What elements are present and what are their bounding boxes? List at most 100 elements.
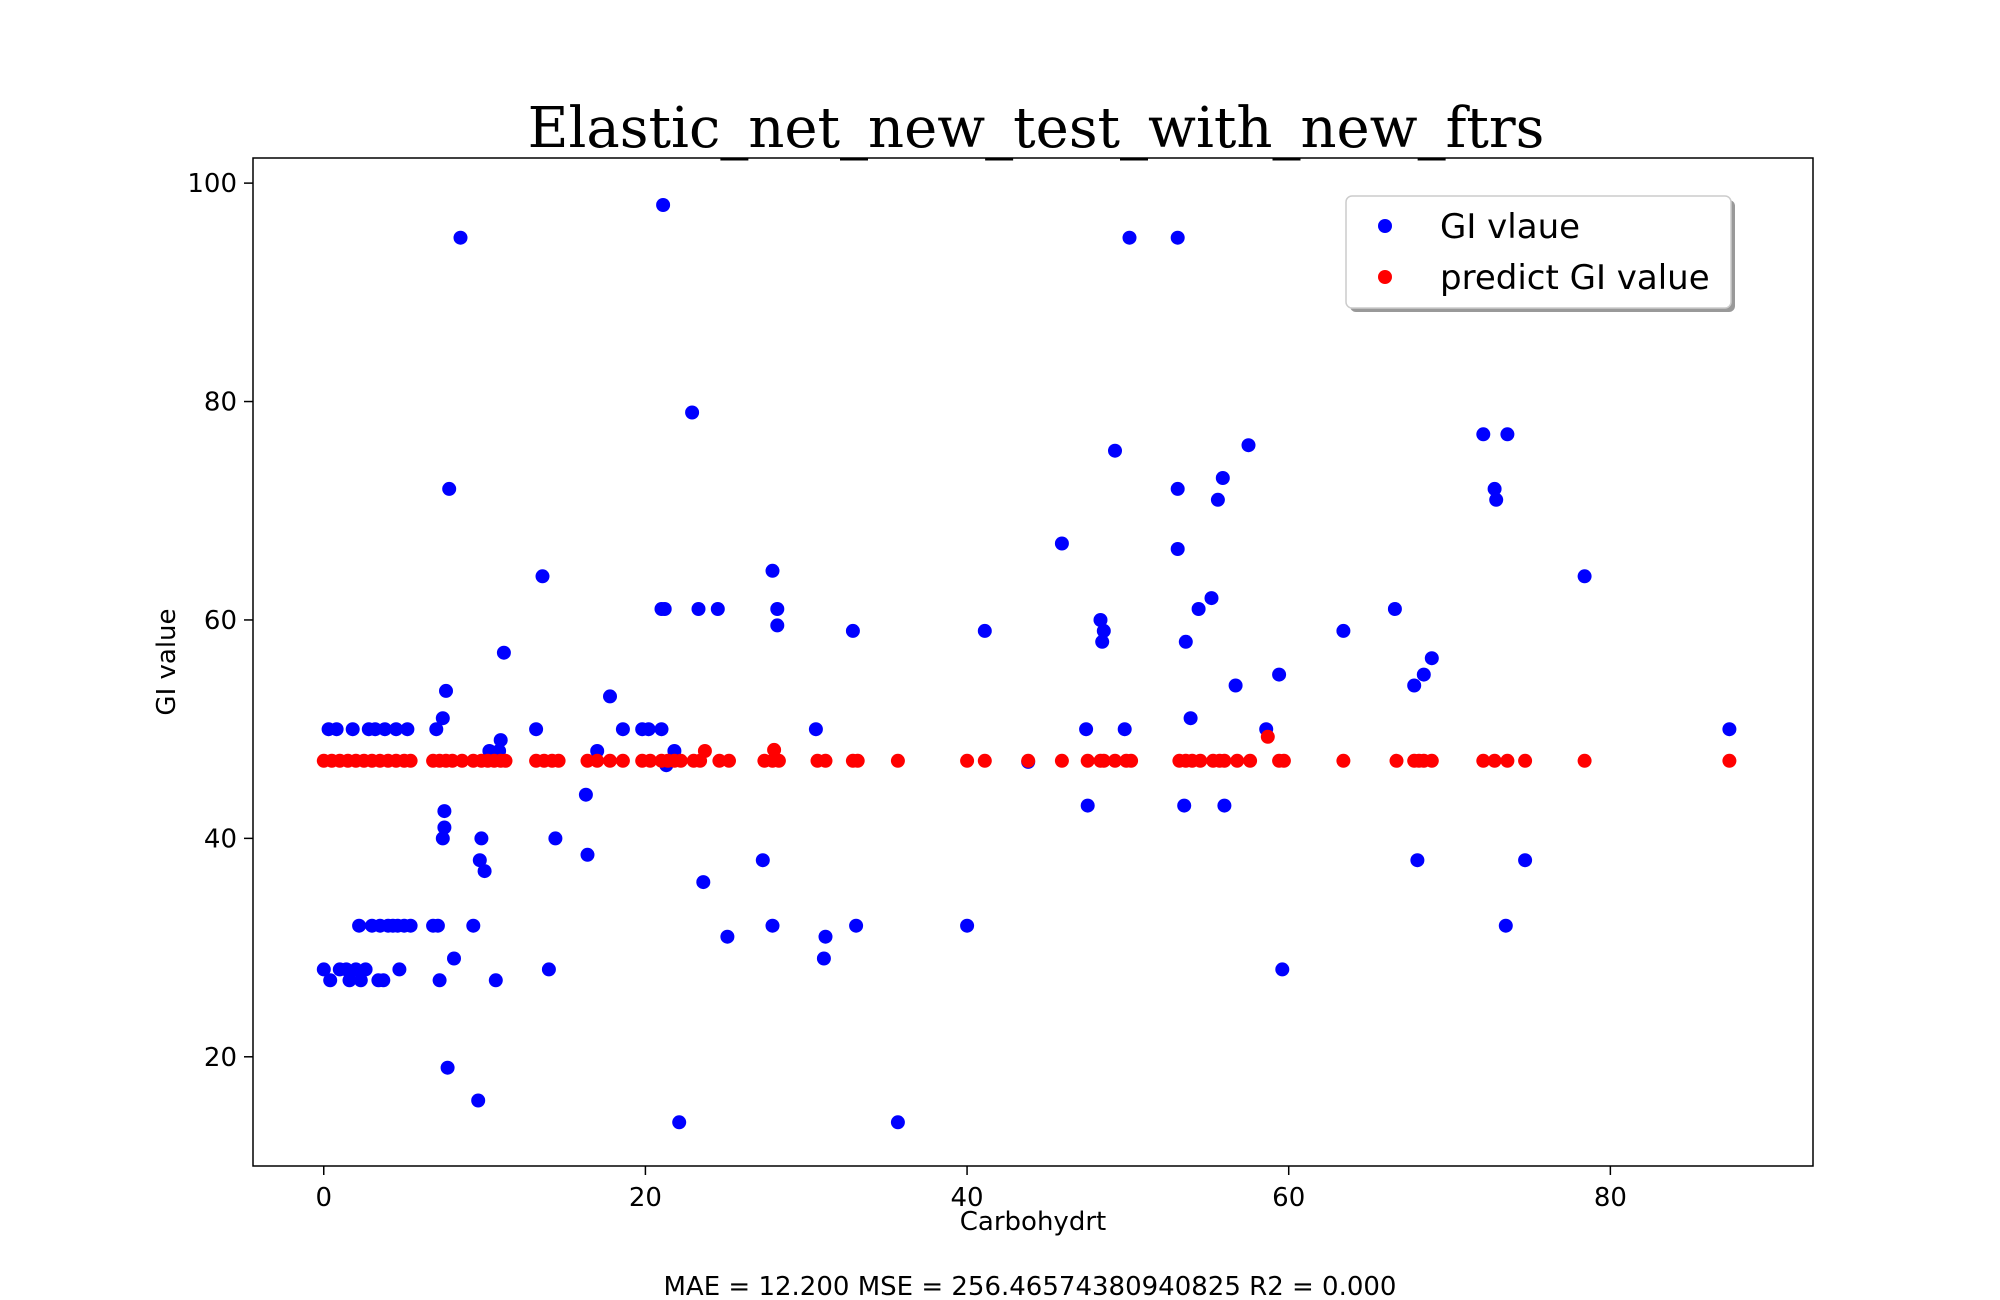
gi-value-point bbox=[1210, 492, 1225, 507]
gi-value-point bbox=[720, 929, 735, 944]
series-gi-value bbox=[316, 198, 1737, 1130]
gi-value-point bbox=[1177, 798, 1192, 813]
gi-value-point bbox=[1054, 536, 1069, 551]
predict-gi-value-point bbox=[1193, 753, 1208, 768]
gi-value-point bbox=[477, 864, 492, 879]
predict-gi-value-point bbox=[818, 753, 833, 768]
legend-marker-predict-gi-value bbox=[1378, 270, 1392, 284]
predict-gi-value-point bbox=[1080, 753, 1095, 768]
y-tick-label: 100 bbox=[187, 169, 237, 199]
predict-gi-value-point bbox=[1108, 753, 1122, 768]
gi-value-point bbox=[770, 602, 785, 616]
gi-value-point bbox=[358, 962, 373, 977]
predict-gi-value-point bbox=[1722, 753, 1737, 768]
predict-gi-value-point bbox=[1276, 753, 1291, 768]
predict-gi-value-point bbox=[1217, 753, 1232, 768]
gi-value-point bbox=[348, 962, 363, 977]
gi-value-point bbox=[656, 198, 671, 212]
x-tick-label: 60 bbox=[1272, 1183, 1305, 1213]
predict-gi-value-point bbox=[551, 753, 566, 768]
gi-value-point bbox=[1498, 918, 1513, 933]
gi-value-point bbox=[1487, 481, 1502, 496]
gi-value-point bbox=[1336, 623, 1351, 638]
predict-gi-value-point bbox=[498, 753, 513, 768]
predict-gi-value-point bbox=[697, 744, 712, 758]
gi-value-point bbox=[770, 618, 785, 633]
x-tick-label: 40 bbox=[951, 1183, 984, 1213]
legend: GI vlaue predict GI value bbox=[1345, 195, 1735, 312]
gi-value-point bbox=[1228, 678, 1243, 693]
gi-value-point bbox=[316, 962, 331, 977]
predict-gi-value-point bbox=[1021, 753, 1036, 768]
gi-value-point bbox=[1215, 471, 1230, 485]
gi-value-point bbox=[377, 722, 392, 737]
legend-box bbox=[1345, 195, 1732, 309]
gi-value-point bbox=[1476, 427, 1491, 442]
gi-value-point bbox=[1489, 492, 1504, 507]
gi-value-point bbox=[710, 602, 725, 616]
gi-value-point bbox=[1080, 798, 1095, 813]
gi-value-point bbox=[488, 973, 503, 988]
predict-gi-value-point bbox=[1476, 753, 1491, 768]
gi-value-point bbox=[977, 623, 992, 638]
gi-value-point bbox=[432, 973, 447, 988]
gi-value-point bbox=[342, 973, 357, 988]
x-axis-ticks: 0 20 40 60 80 bbox=[315, 1166, 1627, 1213]
gi-value-point bbox=[1093, 613, 1108, 627]
gi-value-point bbox=[1272, 667, 1287, 682]
gi-value-point bbox=[590, 744, 605, 758]
gi-value-point bbox=[442, 481, 457, 496]
predict-gi-value-point bbox=[1518, 753, 1533, 768]
gi-value-point bbox=[1241, 438, 1256, 453]
legend-label-gi-value: GI vlaue bbox=[1440, 207, 1580, 247]
gi-value-point bbox=[765, 918, 780, 933]
gi-value-point bbox=[1191, 602, 1206, 616]
gi-value-point bbox=[1117, 722, 1132, 737]
gi-value-point bbox=[437, 804, 452, 819]
gi-value-point bbox=[376, 973, 391, 988]
y-axis-label: GI value bbox=[152, 608, 182, 715]
predict-gi-value-point bbox=[1577, 753, 1592, 768]
gi-value-point bbox=[1410, 853, 1425, 868]
gi-value-point bbox=[541, 962, 556, 977]
plot-area bbox=[252, 157, 1814, 1167]
predict-gi-value-point bbox=[1230, 753, 1245, 768]
x-axis-label: Carbohydrt bbox=[960, 1207, 1106, 1237]
gi-value-point bbox=[578, 787, 593, 802]
predict-gi-value-point bbox=[1096, 753, 1111, 768]
gi-value-point bbox=[1096, 623, 1111, 638]
gi-value-point bbox=[466, 918, 481, 933]
predict-gi-value-point bbox=[1336, 753, 1351, 768]
y-tick-label: 40 bbox=[204, 824, 237, 854]
gi-value-point bbox=[389, 722, 404, 737]
gi-value-point bbox=[603, 689, 617, 704]
legend-label-predict-gi-value: predict GI value bbox=[1440, 258, 1710, 298]
predict-gi-value-point bbox=[722, 753, 736, 768]
gi-value-point bbox=[453, 230, 468, 245]
gi-value-point bbox=[440, 1060, 455, 1075]
predict-gi-value-point bbox=[977, 753, 992, 768]
x-tick-label: 20 bbox=[629, 1183, 662, 1213]
predict-gi-value-point bbox=[673, 753, 688, 768]
gi-value-point bbox=[345, 722, 360, 737]
predict-gi-value-point bbox=[580, 753, 595, 768]
gi-value-point bbox=[1407, 678, 1422, 693]
data-points bbox=[316, 198, 1737, 1130]
gi-value-point bbox=[496, 645, 511, 660]
gi-value-point bbox=[765, 563, 780, 578]
gi-value-point bbox=[439, 683, 453, 698]
gi-value-point bbox=[352, 918, 367, 933]
predict-gi-value-point bbox=[1487, 753, 1502, 768]
gi-value-point bbox=[403, 918, 418, 933]
chart-title: Elastic_net_new_test_with_new_ftrs bbox=[528, 96, 1545, 161]
gi-value-point bbox=[1722, 722, 1737, 737]
gi-value-point bbox=[548, 831, 563, 846]
gi-value-point bbox=[1500, 427, 1515, 442]
predict-gi-value-point bbox=[1260, 729, 1275, 744]
gi-value-point bbox=[641, 722, 656, 737]
gi-value-point bbox=[472, 853, 487, 868]
gi-value-point bbox=[437, 820, 452, 835]
predict-gi-value-point bbox=[960, 753, 975, 768]
gi-value-point bbox=[435, 711, 450, 726]
